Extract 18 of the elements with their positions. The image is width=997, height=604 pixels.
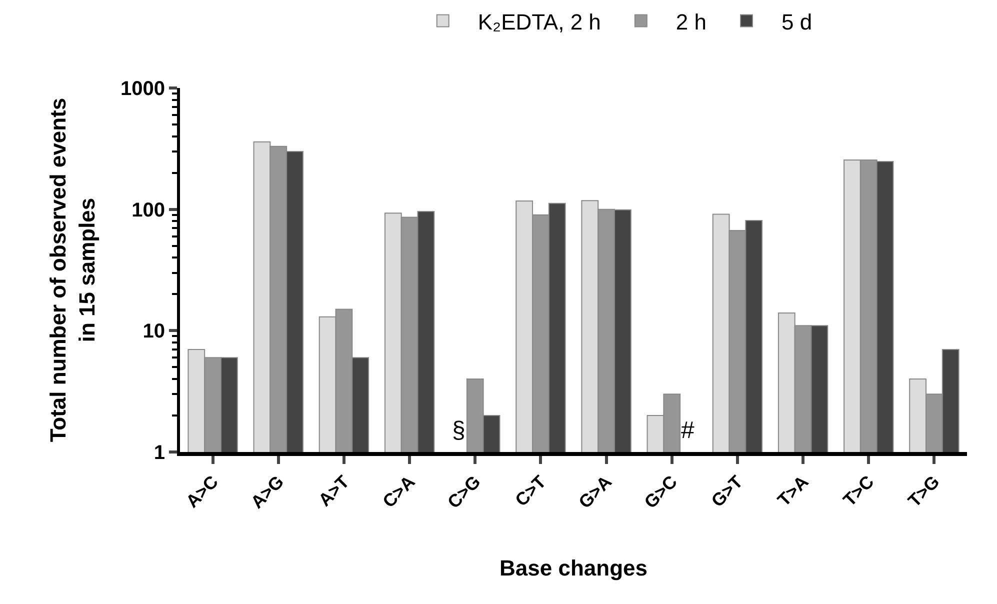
- x-tick-label: C>T: [511, 472, 550, 510]
- x-tick-label: T>A: [774, 472, 812, 510]
- legend-label: K₂EDTA, 2 h: [478, 9, 601, 34]
- y-axis-title: Total number of observed events in 15 samples: [46, 98, 100, 442]
- x-tick-label: G>A: [574, 472, 616, 512]
- annotation: §: [452, 417, 466, 444]
- x-tick-label: T>C: [839, 472, 878, 510]
- y-tick-label: 100: [132, 199, 165, 222]
- annotation: #: [681, 417, 695, 444]
- legend-label: 5 d: [782, 9, 812, 34]
- x-tick-label: C>A: [378, 472, 419, 512]
- x-tick-label: T>G: [904, 472, 944, 511]
- y-tick-label: 10: [142, 320, 165, 343]
- x-axis-title: Base changes: [500, 556, 648, 581]
- y-tick-label: 1: [154, 442, 165, 464]
- y-tick-label: 1000: [120, 78, 165, 100]
- x-tick-label: C>G: [444, 472, 484, 512]
- legend-label: 2 h: [676, 9, 707, 34]
